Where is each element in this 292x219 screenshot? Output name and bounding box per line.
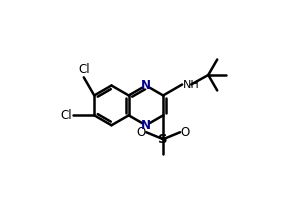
Text: Cl: Cl (78, 64, 90, 76)
Text: S: S (158, 133, 168, 146)
Ellipse shape (143, 123, 149, 128)
Text: NH: NH (183, 79, 200, 90)
Ellipse shape (143, 83, 149, 88)
Text: N: N (141, 79, 151, 92)
Text: Cl: Cl (61, 109, 72, 122)
Text: N: N (141, 119, 151, 132)
Text: O: O (181, 126, 190, 139)
Text: O: O (136, 126, 146, 139)
